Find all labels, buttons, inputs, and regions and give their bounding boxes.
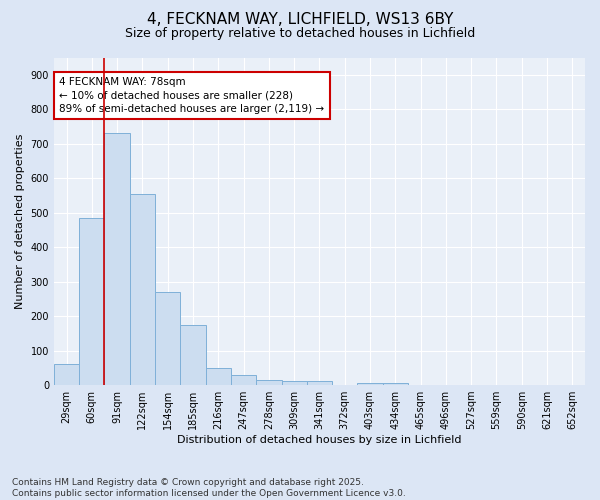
Bar bbox=[231, 374, 256, 385]
Bar bbox=[104, 134, 130, 385]
Text: Contains HM Land Registry data © Crown copyright and database right 2025.
Contai: Contains HM Land Registry data © Crown c… bbox=[12, 478, 406, 498]
Bar bbox=[358, 382, 383, 385]
Text: Size of property relative to detached houses in Lichfield: Size of property relative to detached ho… bbox=[125, 28, 475, 40]
Y-axis label: Number of detached properties: Number of detached properties bbox=[15, 134, 25, 309]
Text: 4, FECKNAM WAY, LICHFIELD, WS13 6BY: 4, FECKNAM WAY, LICHFIELD, WS13 6BY bbox=[147, 12, 453, 28]
Bar bbox=[206, 368, 231, 385]
X-axis label: Distribution of detached houses by size in Lichfield: Distribution of detached houses by size … bbox=[177, 435, 462, 445]
Bar bbox=[79, 218, 104, 385]
Bar bbox=[383, 382, 408, 385]
Bar bbox=[181, 324, 206, 385]
Bar bbox=[256, 380, 281, 385]
Bar bbox=[130, 194, 155, 385]
Text: 4 FECKNAM WAY: 78sqm
← 10% of detached houses are smaller (228)
89% of semi-deta: 4 FECKNAM WAY: 78sqm ← 10% of detached h… bbox=[59, 77, 325, 114]
Bar bbox=[155, 292, 181, 385]
Bar bbox=[281, 381, 307, 385]
Bar bbox=[307, 381, 332, 385]
Bar bbox=[54, 364, 79, 385]
